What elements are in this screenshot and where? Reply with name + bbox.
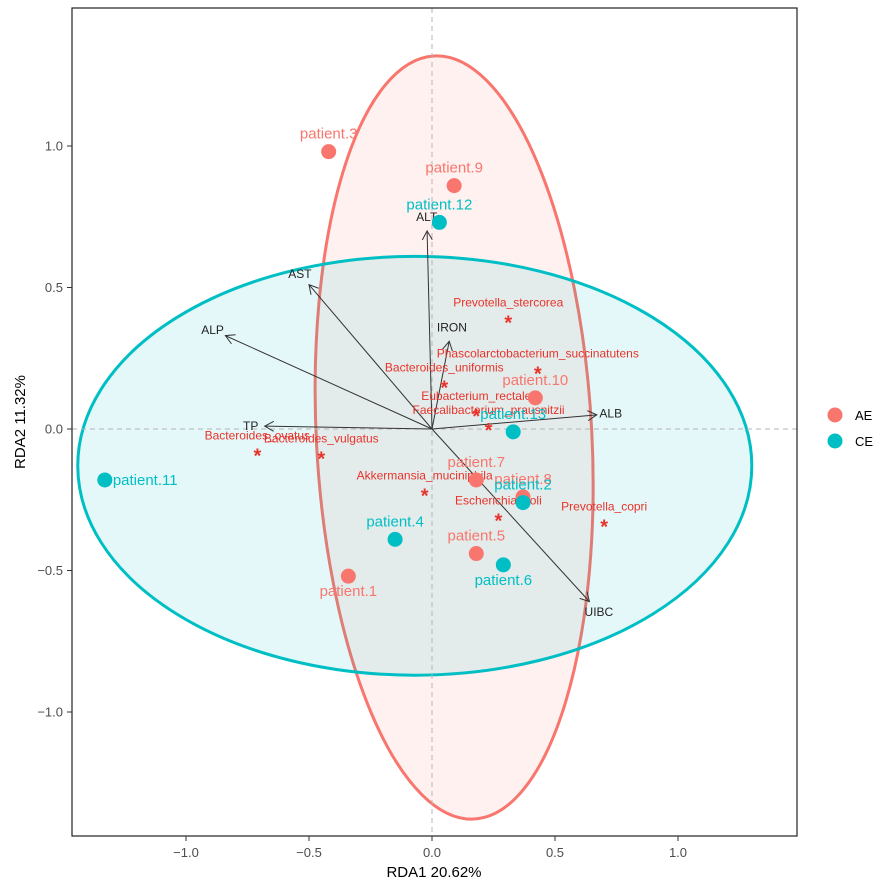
point-patient-10 (527, 390, 543, 406)
x-tick-label: 0.0 (423, 845, 441, 860)
point-label-patient-2: patient.2 (494, 477, 552, 494)
y-axis-title: RDA2 11.32% (12, 375, 29, 469)
y-tick-label: −0.5 (37, 563, 63, 578)
arrow-uibc (431, 428, 591, 603)
legend-label-ce: CE (855, 434, 873, 449)
species-marker-bacteroides-uniformis: * (440, 378, 448, 400)
y-tick-label: 0.5 (45, 280, 63, 295)
point-label-patient-1: patient.1 (320, 583, 378, 600)
ellipse-ae (313, 54, 595, 821)
arrow-alp (224, 334, 433, 430)
species-markers: * Prevotella_stercorea * Phascolarctobacter… (205, 296, 648, 539)
point-patient-5 (468, 546, 484, 562)
point-label-patient-6: patient.6 (475, 572, 533, 589)
point-label-patient-11: patient.11 (113, 472, 178, 489)
legend-key-ae (827, 407, 843, 423)
confidence-ellipses (76, 54, 754, 821)
species-marker-bacteroides-vulgatus: * (317, 448, 325, 470)
y-tick-label: 1.0 (45, 139, 63, 154)
x-axis-title: RDA1 20.62% (386, 864, 481, 880)
arrow-tp (263, 420, 433, 432)
x-tick-label: −0.5 (296, 845, 322, 860)
species-label-phascolarctobacterium-succinatutens: Phascolarctobacterium_succinatutens (437, 347, 639, 361)
point-patient-4 (387, 531, 403, 547)
species-label-prevotella-copri: Prevotella_copri (561, 499, 647, 513)
species-marker-prevotella-copri: * (600, 516, 608, 538)
point-label-patient-13: patient.13 (480, 406, 546, 423)
point-patient-2 (515, 495, 531, 511)
species-marker-phascolarctobacterium-succinatutens: * (534, 364, 542, 386)
arrow-iron (431, 340, 453, 430)
x-tick-label: −1.0 (173, 845, 199, 860)
legend-label-ae: AE (855, 408, 873, 423)
point-label-patient-8: patient.8 (494, 471, 552, 488)
plot-panel-border (71, 7, 798, 837)
point-label-patient-7: patient.7 (448, 454, 506, 471)
point-patient-13 (505, 424, 521, 440)
legend: AE CE (827, 407, 873, 449)
x-tick-label: 1.0 (669, 845, 687, 860)
point-patient-11 (97, 472, 113, 488)
arrow-label-tp: TP (243, 419, 258, 433)
arrow-alb (431, 410, 598, 430)
species-label-eubacterium-rectale: Eubacterium_rectale (421, 389, 531, 403)
arrow-label-alp: ALP (201, 323, 224, 337)
species-marker-faecalibacterium-prausnitzii: * (485, 420, 493, 442)
point-patient-6 (495, 557, 511, 573)
species-marker-bacteroides-ovatus: * (253, 446, 261, 468)
point-patient-9 (446, 178, 462, 194)
species-marker-eubacterium-rectale: * (472, 406, 480, 428)
point-label-patient-5: patient.5 (448, 528, 506, 545)
arrow-alt (421, 229, 433, 430)
species-marker-prevotella-stercorea: * (504, 313, 512, 335)
species-label-bacteroides-ovatus: Bacteroides_ovatus (205, 429, 310, 443)
x-tick-label: 0.5 (546, 845, 564, 860)
species-label-akkermansia-muciniphila: Akkermansia_muciniphila (357, 468, 493, 482)
species-label-prevotella-stercorea: Prevotella_stercorea (453, 296, 563, 310)
arrow-label-uibc: UIBC (585, 605, 614, 619)
arrow-label-alb: ALB (599, 407, 622, 421)
axes: −1.0 −0.5 0.0 0.5 1.0 −1.0 −0.5 0.0 0.5 1.0 (37, 139, 687, 861)
point-patient-7 (468, 472, 484, 488)
point-patient-3 (321, 144, 337, 160)
species-marker-akkermansia-muciniphila: * (421, 485, 429, 507)
point-label-patient-10: patient.10 (502, 372, 568, 389)
point-patient-12 (431, 214, 447, 230)
sample-points: patient.3patient.9patient.10patient.7pat… (97, 126, 568, 600)
ellipse-ce (76, 254, 754, 677)
arrow-label-iron: IRON (437, 321, 467, 335)
legend-key-ce (827, 433, 843, 449)
arrow-ast (308, 283, 433, 430)
arrow-label-ast: AST (288, 267, 312, 281)
species-label-bacteroides-vulgatus: Bacteroides_vulgatus (264, 431, 379, 445)
point-label-patient-3: patient.3 (300, 126, 358, 143)
species-marker-escherichia-coli: * (495, 511, 503, 533)
species-label-bacteroides-uniformis: Bacteroides_uniformis (385, 361, 504, 375)
point-label-patient-12: patient.12 (406, 196, 472, 213)
point-label-patient-9: patient.9 (425, 160, 483, 177)
y-tick-label: 0.0 (45, 422, 63, 437)
y-tick-label: −1.0 (37, 705, 63, 720)
point-label-patient-4: patient.4 (366, 513, 424, 530)
species-label-faecalibacterium-prausnitzii: Faecalibacterium_prausnitzii (413, 403, 565, 417)
point-patient-1 (340, 568, 356, 584)
